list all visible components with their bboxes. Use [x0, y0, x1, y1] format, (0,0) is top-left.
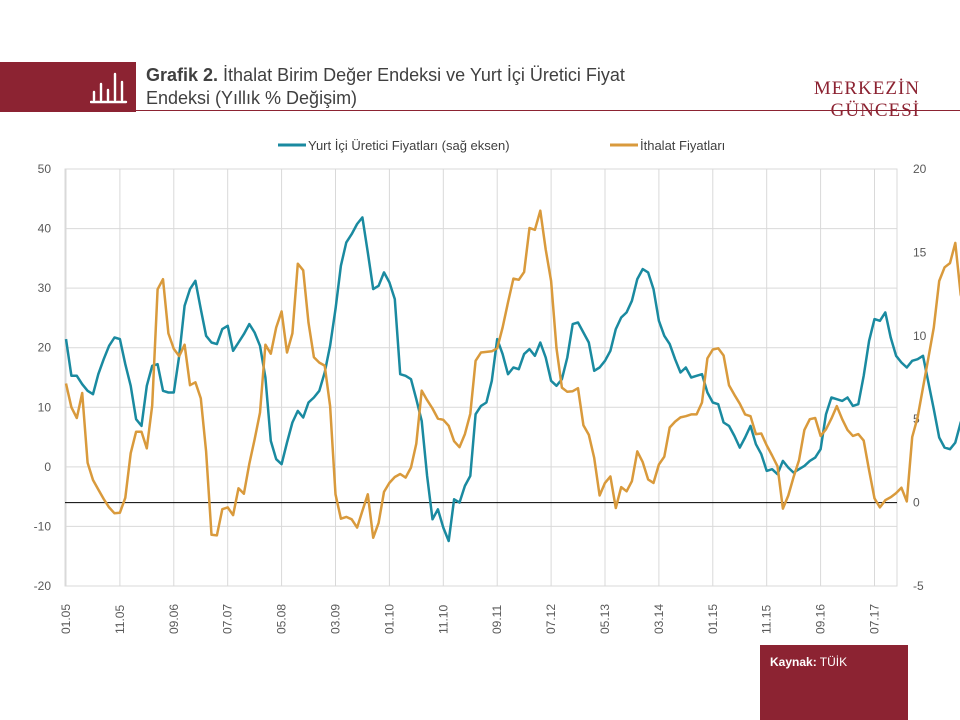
left-tick-label: 10 [38, 400, 52, 414]
header-accent-bar [0, 62, 136, 112]
x-tick-label: 05.13 [598, 604, 612, 634]
x-tick-label: 09.06 [167, 604, 181, 634]
title-prefix: Grafik 2. [146, 65, 219, 85]
page-title: Grafik 2. İthalat Birim Değer Endeksi ve… [146, 64, 686, 110]
left-tick-label: 30 [38, 281, 52, 295]
brand-name: MERKEZİN GÜNCESİ [813, 78, 920, 121]
x-tick-label: 07.12 [544, 604, 558, 634]
source-note: Kaynak: TÜİK [770, 655, 847, 669]
chart-series [64, 209, 960, 543]
bar-chart-icon [90, 72, 128, 104]
x-tick-label: 09.11 [490, 605, 504, 634]
left-tick-label: 50 [38, 162, 52, 176]
x-tick-label: 03.09 [329, 604, 343, 634]
x-tick-label: 09.16 [814, 604, 828, 634]
x-tick-label: 05.08 [275, 604, 289, 634]
x-tick-label: 11.15 [760, 605, 774, 634]
left-tick-label: 40 [38, 222, 52, 236]
series-line [64, 209, 960, 539]
x-tick-label: 03.14 [652, 604, 666, 634]
x-tick-label: 01.10 [382, 604, 396, 634]
legend-label: Yurt İçi Üretici Fiyatları (sağ eksen) [308, 138, 510, 153]
source-value: TÜİK [816, 655, 848, 669]
left-tick-label: -10 [34, 519, 52, 533]
x-tick-label: 11.10 [436, 605, 450, 634]
left-axis-ticks: 50 40 30 20 10 0 -10 -20 [34, 162, 52, 593]
right-tick-label: 15 [913, 245, 927, 259]
source-box: Kaynak: TÜİK [760, 645, 908, 720]
series-line [64, 216, 960, 543]
x-tick-label: 07.17 [868, 604, 882, 634]
right-tick-label: -5 [913, 579, 924, 593]
x-axis-ticks: 01.05 11.05 09.06 07.07 05.08 03.09 01.10 11.10… [59, 604, 882, 634]
x-tick-label: 01.05 [59, 604, 73, 634]
right-tick-label: 20 [913, 162, 927, 176]
x-tick-label: 01.15 [706, 604, 720, 634]
left-tick-label: -20 [34, 579, 52, 593]
title-text: İthalat Birim Değer Endeksi ve Yurt İçi … [146, 65, 625, 108]
chart-legend: Yurt İçi Üretici Fiyatları (sağ eksen) İt… [278, 138, 725, 153]
left-tick-label: 20 [38, 341, 52, 355]
chart-gridlines [64, 168, 898, 587]
right-tick-label: 10 [913, 329, 927, 343]
x-tick-label: 11.05 [113, 605, 127, 634]
right-tick-label: 0 [913, 496, 920, 510]
left-tick-label: 0 [44, 460, 51, 474]
legend-label: İthalat Fiyatları [640, 138, 725, 153]
header-divider [136, 110, 960, 111]
source-label: Kaynak: [770, 655, 817, 669]
x-tick-label: 07.07 [221, 604, 235, 634]
